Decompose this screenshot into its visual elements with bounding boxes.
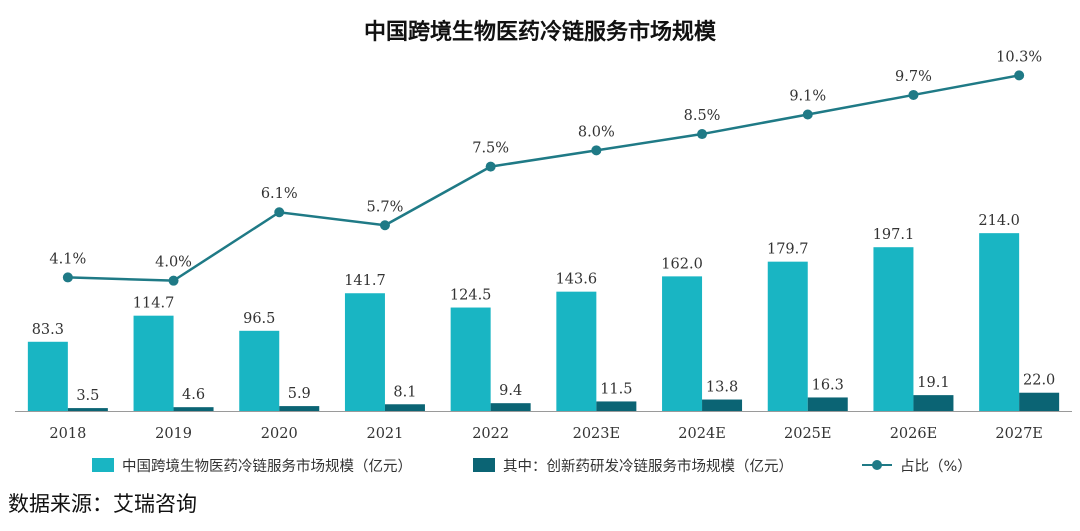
legend-swatch-share	[862, 458, 892, 472]
data-label-market-2027E: 214.0	[978, 213, 1020, 229]
data-label-innovative-2018: 3.5	[76, 388, 99, 404]
bar-innovative-2027E	[1019, 392, 1060, 411]
legend-item-innovative: 其中：创新药研发冷链服务市场规模（亿元）	[473, 452, 793, 478]
x-tick-label-2022: 2022	[472, 426, 509, 442]
data-label-innovative-2023E: 11.5	[600, 381, 632, 397]
point-share-2024E	[697, 129, 708, 140]
bar-market-2024E	[662, 276, 703, 411]
data-label-share-2027E: 10.3%	[996, 49, 1042, 65]
bar-innovative-2026E	[913, 395, 954, 411]
bar-innovative-2021	[384, 404, 425, 411]
data-label-market-2026E: 197.1	[873, 227, 915, 243]
x-tick-label-2026E: 2026E	[890, 426, 938, 442]
x-tick-label-2019: 2019	[155, 426, 192, 442]
point-share-2018	[62, 272, 73, 283]
bar-market-2021	[344, 293, 385, 411]
line-share	[67, 74, 1020, 282]
data-label-market-2019: 114.7	[133, 296, 175, 312]
bar-innovative-2022	[490, 403, 531, 411]
x-tick-label-2027E: 2027E	[995, 426, 1043, 442]
data-label-innovative-2020: 5.9	[288, 386, 311, 402]
bar-market-2026E	[873, 247, 914, 411]
bar-market-2022	[450, 307, 491, 411]
point-share-2026E	[908, 89, 919, 100]
bar-innovative-2019	[173, 407, 214, 411]
bar-market-2019	[133, 315, 174, 411]
bar-innovative-2020	[279, 406, 320, 411]
source-note: 数据来源：艾瑞咨询	[8, 492, 197, 516]
point-share-2021	[379, 220, 390, 231]
point-share-2022	[485, 161, 496, 172]
data-label-market-2023E: 143.6	[556, 272, 598, 288]
bar-innovative-2025E	[807, 397, 848, 411]
x-tick-label-2021: 2021	[366, 426, 403, 442]
data-label-market-2022: 124.5	[450, 288, 492, 304]
bar-market-2025E	[767, 261, 808, 411]
bar-innovative-2023E	[596, 401, 637, 411]
legend-item-share: 占比（%）	[862, 452, 972, 478]
data-label-share-2023E: 8.0%	[578, 124, 615, 140]
data-label-market-2021: 141.7	[344, 273, 386, 289]
data-label-market-2024E: 162.0	[661, 256, 703, 272]
x-tick-label-2020: 2020	[261, 426, 298, 442]
data-label-market-2018: 83.3	[32, 322, 64, 338]
data-label-innovative-2024E: 13.8	[706, 380, 738, 396]
point-share-2025E	[802, 109, 813, 120]
data-label-market-2025E: 179.7	[767, 242, 809, 258]
data-label-share-2024E: 8.5%	[684, 108, 721, 124]
legend-swatch-market	[92, 458, 114, 472]
data-label-innovative-2021: 8.1	[393, 384, 416, 400]
data-label-share-2019: 4.0%	[155, 255, 192, 271]
x-tick-label-2023E: 2023E	[573, 426, 621, 442]
data-label-share-2026E: 9.7%	[895, 69, 932, 85]
data-label-innovative-2019: 4.6	[182, 387, 205, 403]
bar-market-2020	[239, 330, 280, 411]
legend-swatch-innovative	[473, 458, 495, 472]
data-label-share-2025E: 9.1%	[789, 88, 826, 104]
data-label-innovative-2027E: 22.0	[1023, 373, 1055, 389]
bar-innovative-2024E	[702, 399, 743, 411]
bar-market-2018	[27, 341, 68, 411]
bar-market-2027E	[979, 233, 1020, 411]
data-label-share-2022: 7.5%	[472, 141, 509, 157]
legend-label-innovative: 其中：创新药研发冷链服务市场规模（亿元）	[503, 458, 793, 475]
data-label-share-2020: 6.1%	[261, 186, 298, 202]
point-share-2020	[274, 207, 285, 218]
data-label-share-2018: 4.1%	[49, 251, 86, 267]
chart-title: 中国跨境生物医药冷链服务市场规模	[363, 20, 716, 45]
x-tick-label-2018: 2018	[49, 426, 86, 442]
legend-item-market: 中国跨境生物医药冷链服务市场规模（亿元）	[92, 452, 412, 478]
point-share-2019	[168, 275, 179, 286]
data-label-market-2020: 96.5	[243, 311, 275, 327]
data-label-innovative-2025E: 16.3	[812, 377, 844, 393]
point-share-2023E	[591, 145, 602, 156]
legend-label-market: 中国跨境生物医药冷链服务市场规模（亿元）	[122, 458, 412, 475]
bar-innovative-2018	[67, 408, 108, 411]
data-label-innovative-2022: 9.4	[499, 383, 522, 399]
bar-market-2023E	[556, 291, 597, 411]
data-label-share-2021: 5.7%	[367, 199, 404, 215]
data-label-innovative-2026E: 19.1	[917, 375, 949, 391]
legend-label-share: 占比（%）	[900, 458, 972, 475]
x-tick-label-2024E: 2024E	[678, 426, 726, 442]
x-tick-label-2025E: 2025E	[784, 426, 832, 442]
point-share-2027E	[1014, 70, 1025, 81]
